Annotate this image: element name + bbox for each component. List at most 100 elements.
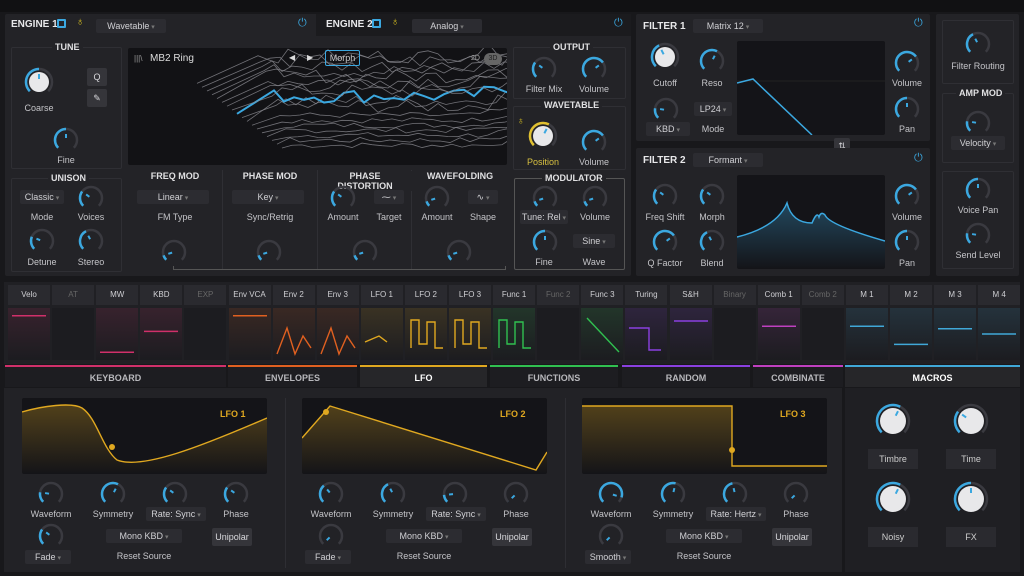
tune-rel-dropdown[interactable]: Tune: Rel [520, 210, 568, 224]
filter1-volume-knob[interactable] [894, 50, 920, 76]
lightbulb-icon[interactable]: ♁ [76, 16, 85, 28]
rate-dropdown[interactable]: Rate: Hertz [706, 507, 766, 521]
mod-source-func2[interactable]: Func 2 [537, 285, 580, 361]
unipolar-button[interactable]: Unipolar [772, 528, 812, 546]
sync-retrig-dropdown[interactable]: Key [232, 190, 304, 204]
rate-dropdown[interactable]: Rate: Sync [426, 507, 486, 521]
phase-knob[interactable] [503, 481, 529, 507]
wf-shape-dropdown[interactable]: ∿ [468, 190, 498, 204]
tab-keyboard[interactable]: KEYBOARD [5, 365, 226, 387]
mod-source-mw[interactable]: MW [96, 285, 139, 361]
lfo-display[interactable] [22, 398, 267, 474]
pd-amount-knob[interactable] [330, 185, 356, 211]
q-factor-knob[interactable] [652, 229, 678, 255]
fade-dropdown[interactable]: Fade [305, 550, 351, 564]
mod-source-func1[interactable]: Func 1 [493, 285, 536, 361]
filter2-type-dropdown[interactable]: Formant [693, 153, 763, 167]
morph-knob[interactable] [699, 183, 725, 209]
lfo-phase-dot[interactable] [323, 409, 329, 415]
phase-knob[interactable] [783, 481, 809, 507]
kbd-knob[interactable] [653, 97, 679, 123]
macro-knob[interactable] [953, 403, 989, 439]
prev-arrow-icon[interactable]: ◀ [289, 53, 296, 62]
mod-source-func3[interactable]: Func 3 [581, 285, 624, 361]
quantize-button[interactable]: Q [87, 68, 107, 86]
fade-dropdown[interactable]: Fade [25, 550, 71, 564]
lfo-phase-dot[interactable] [729, 447, 735, 453]
reset-source-dropdown[interactable]: Mono KBD [106, 529, 182, 543]
tab-macros[interactable]: MACROS [845, 365, 1020, 387]
engine1-type-dropdown[interactable]: Wavetable [96, 19, 166, 33]
modulator-volume-knob[interactable] [582, 185, 608, 211]
morph-button[interactable]: Morph [325, 50, 360, 66]
tab-random[interactable]: RANDOM [622, 365, 750, 387]
stereo-knob[interactable] [78, 228, 104, 254]
copy-icon[interactable] [57, 19, 66, 28]
kbd-dropdown[interactable]: KBD [646, 122, 690, 136]
mod-source-sh[interactable]: S&H [669, 285, 712, 361]
filter1-power-icon[interactable]: ⏻ [914, 17, 923, 29]
fade-knob[interactable] [318, 523, 344, 549]
engine2-type-dropdown[interactable]: Analog [412, 19, 482, 33]
macro-knob[interactable] [875, 403, 911, 439]
lightbulb-icon[interactable]: ♁ [517, 116, 525, 127]
rate-dropdown[interactable]: Rate: Sync [146, 507, 206, 521]
macro-label[interactable]: Noisy [868, 527, 918, 547]
macro-knob[interactable] [875, 481, 911, 517]
position-knob[interactable] [528, 121, 558, 151]
engine2-title[interactable]: ENGINE 2 [326, 19, 373, 30]
mod-source-lfo3[interactable]: LFO 3 [449, 285, 491, 361]
copy-icon[interactable] [372, 19, 381, 28]
tab-functions[interactable]: FUNCTIONS [490, 365, 618, 387]
voice-pan-knob[interactable] [965, 177, 991, 203]
filter1-display[interactable] [737, 41, 885, 135]
pd-mod-knob[interactable] [352, 239, 378, 265]
amp-mod-knob[interactable] [965, 110, 991, 136]
mod-source-lfo2[interactable]: LFO 2 [404, 285, 447, 361]
lfo-phase-dot[interactable] [109, 444, 115, 450]
mod-source-comb2[interactable]: Comb 2 [801, 285, 844, 361]
unison-mode-dropdown[interactable]: Classic [20, 190, 64, 204]
mod-source-env2[interactable]: Env 2 [272, 285, 315, 361]
rate-knob[interactable] [442, 481, 468, 507]
mod-source-lfo1[interactable]: LFO 1 [360, 285, 403, 361]
mod-source-m2[interactable]: M 2 [890, 285, 932, 361]
reset-source-dropdown[interactable]: Mono KBD [386, 529, 462, 543]
wavetable-display[interactable] [128, 48, 507, 165]
rate-knob[interactable] [162, 481, 188, 507]
fm-type-dropdown[interactable]: Linear [137, 190, 209, 204]
freq-shift-knob[interactable] [652, 183, 678, 209]
fm-amount-knob[interactable] [161, 239, 187, 265]
view-2d-button[interactable]: 2D [471, 55, 480, 62]
mod-source-m3[interactable]: M 3 [934, 285, 977, 361]
mod-source-m1[interactable]: M 1 [845, 285, 888, 361]
next-arrow-icon[interactable]: ▶ [307, 53, 314, 62]
reset-source-dropdown[interactable]: Mono KBD [666, 529, 742, 543]
phase-knob[interactable] [223, 481, 249, 507]
voices-knob[interactable] [78, 185, 104, 211]
rate-knob[interactable] [722, 481, 748, 507]
macro-label[interactable]: FX [946, 527, 996, 547]
reso-knob[interactable] [699, 48, 725, 74]
send-level-knob[interactable] [965, 222, 991, 248]
view-3d-button[interactable]: 3D [484, 53, 502, 65]
lfo-display[interactable] [302, 398, 547, 474]
fade-dropdown[interactable]: Smooth [585, 550, 631, 564]
filter2-pan-knob[interactable] [894, 229, 920, 255]
filter1-pan-knob[interactable] [894, 96, 920, 122]
fade-knob[interactable] [598, 523, 624, 549]
filter2-power-icon[interactable]: ⏻ [914, 152, 923, 164]
wavetable-name[interactable]: MB2 Ring [150, 53, 194, 64]
filter2-volume-knob[interactable] [894, 183, 920, 209]
filter1-type-dropdown[interactable]: Matrix 12 [693, 19, 763, 33]
cutoff-knob[interactable] [650, 42, 680, 72]
mod-source-kbd[interactable]: KBD [140, 285, 183, 361]
wf-mod-knob[interactable] [446, 239, 472, 265]
waveform-knob[interactable] [598, 481, 624, 507]
pd-target-dropdown[interactable]: ⁓ [374, 190, 404, 204]
modulator-wave-dropdown[interactable]: Sine [573, 234, 615, 248]
wavetable-browser-icon[interactable]: |||\ [134, 54, 143, 63]
lightbulb-icon[interactable]: ♁ [391, 16, 400, 28]
engine1-power-icon[interactable]: ⏻ [298, 17, 307, 29]
mod-source-binary[interactable]: Binary [713, 285, 756, 361]
